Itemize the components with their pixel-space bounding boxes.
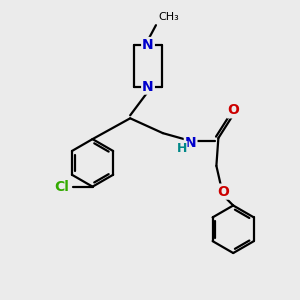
Text: CH₃: CH₃	[158, 12, 179, 22]
Text: H: H	[176, 142, 187, 154]
Text: N: N	[142, 80, 154, 94]
Text: N: N	[185, 136, 197, 150]
Text: O: O	[227, 103, 239, 117]
Text: Cl: Cl	[54, 180, 69, 194]
Text: O: O	[218, 184, 229, 199]
Text: N: N	[142, 38, 154, 52]
